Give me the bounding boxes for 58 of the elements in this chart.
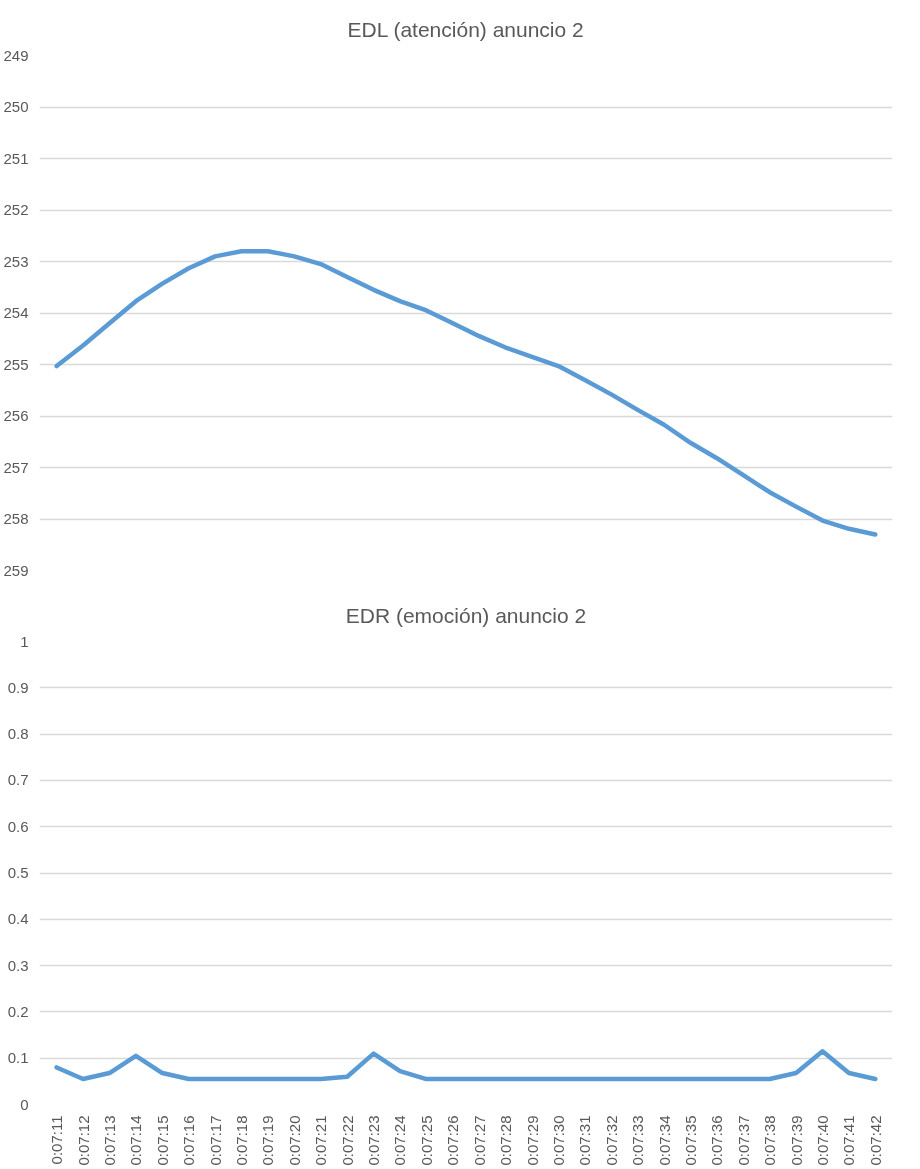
x-tick-label: 0:07:26 (444, 1115, 462, 1166)
y-tick-label: 251 (3, 149, 29, 167)
y-tick-label: 1 (20, 632, 29, 650)
x-tick-label: 0:07:31 (576, 1115, 594, 1166)
x-tick-label: 0:07:37 (734, 1115, 752, 1166)
y-tick-label: 0.3 (7, 956, 29, 974)
x-tick-label: 0:07:33 (629, 1115, 647, 1166)
y-tick-label: 256 (3, 407, 29, 424)
x-tick-label: 0:07:15 (153, 1115, 171, 1166)
y-tick-label: 0.6 (7, 817, 29, 835)
x-tick-label: 0:07:42 (866, 1115, 884, 1166)
chart-title: EDL (atención) anuncio 2 (347, 17, 584, 41)
y-tick-label: 254 (3, 304, 29, 321)
x-tick-label: 0:07:13 (100, 1115, 118, 1166)
y-tick-label: 253 (3, 252, 29, 270)
x-tick-label: 0:07:30 (549, 1115, 567, 1166)
y-tick-label: 255 (3, 355, 29, 373)
line-series (54, 1049, 878, 1082)
y-tick-label: 0 (20, 1095, 29, 1113)
x-tick-label: 0:07:24 (391, 1115, 409, 1166)
x-tick-label: 0:07:12 (74, 1115, 92, 1166)
x-tick-label: 0:07:17 (206, 1115, 224, 1166)
y-tick-label: 258 (3, 510, 29, 527)
x-tick-label: 0:07:39 (787, 1115, 805, 1166)
x-tick-label: 0:07:27 (470, 1115, 488, 1166)
x-tick-label: 0:07:19 (259, 1115, 277, 1166)
y-tick-label: 0.2 (7, 1002, 29, 1020)
x-tick-label: 0:07:22 (338, 1115, 356, 1166)
x-tick-label: 0:07:20 (285, 1115, 303, 1166)
line-series (54, 248, 878, 537)
x-tick-label: 0:07:11 (48, 1115, 66, 1165)
x-tick-label: 0:07:28 (497, 1115, 515, 1166)
y-tick-label: 0.4 (7, 910, 29, 928)
y-tick-label: 0.9 (7, 678, 29, 696)
x-tick-label: 0:07:16 (180, 1115, 198, 1166)
x-tick-label: 0:07:23 (365, 1115, 383, 1166)
y-tick-label: 0.7 (7, 771, 29, 789)
y-tick-label: 252 (3, 201, 29, 218)
x-tick-label: 0:07:14 (127, 1115, 145, 1166)
x-tick-label: 0:07:38 (761, 1115, 779, 1166)
y-tick-label: 0.5 (7, 864, 29, 881)
y-tick-label: 257 (3, 458, 29, 476)
x-tick-label: 0:07:41 (840, 1115, 858, 1166)
y-tick-label: 249 (3, 46, 29, 64)
y-tick-label: 0.8 (7, 725, 29, 743)
x-tick-label: 0:07:18 (233, 1115, 251, 1166)
x-tick-label: 0:07:36 (708, 1115, 726, 1166)
y-tick-label: 259 (3, 561, 29, 579)
x-tick-label: 0:07:25 (417, 1115, 435, 1166)
y-tick-label: 0.1 (7, 1049, 29, 1067)
x-tick-label: 0:07:21 (312, 1115, 330, 1166)
x-tick-label: 0:07:34 (655, 1115, 673, 1166)
x-tick-label: 0:07:29 (523, 1115, 541, 1166)
x-tick-label: 0:07:32 (602, 1115, 620, 1166)
x-tick-label: 0:07:40 (814, 1115, 832, 1166)
chart-title: EDR (emoción) anuncio 2 (345, 603, 587, 627)
x-tick-label: 0:07:35 (681, 1115, 699, 1166)
y-tick-label: 250 (3, 98, 29, 115)
